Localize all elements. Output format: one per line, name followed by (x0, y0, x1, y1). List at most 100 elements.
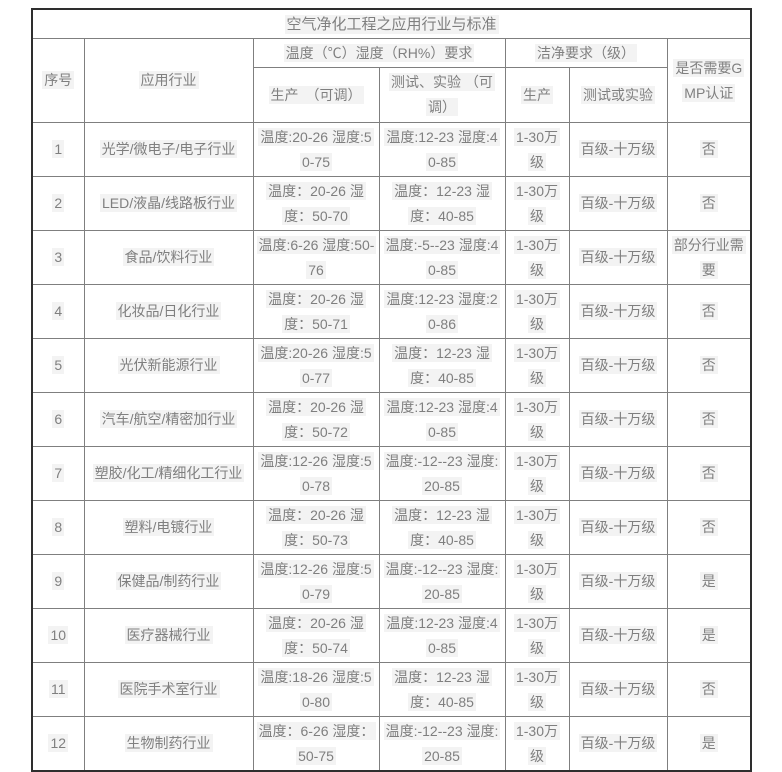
gmp-cell: 否 (666, 662, 752, 717)
serial-cell: 1 (31, 122, 85, 177)
production-cleanliness-cell: 1-30万级 (504, 608, 570, 663)
industry-cell: 塑料/电镀行业 (83, 500, 254, 555)
gmp-cell: 是 (666, 554, 752, 609)
serial-cell: 12 (31, 716, 85, 772)
table-row: 11 医院手术室行业 温度:18-26 湿度:50-80 温度：12-23 湿度… (31, 662, 752, 717)
header-production-adjustable: 生产 （可调） (252, 67, 380, 123)
gmp-cell: 是 (666, 608, 752, 663)
header-test-adjustable: 测试、实验 （可调） (378, 67, 506, 123)
industry-cell: 保健品/制药行业 (83, 554, 254, 609)
table-row: 12 生物制药行业 温度：6-26 湿度：50-75 温度:-12--23 湿度… (31, 716, 752, 772)
production-temp-humidity-cell: 温度:12-26 湿度:50-78 (252, 446, 380, 501)
production-temp-humidity-cell: 温度:12-26 湿度:50-79 (252, 554, 380, 609)
production-temp-humidity-cell: 温度:18-26 湿度:50-80 (252, 662, 380, 717)
gmp-cell: 是 (666, 716, 752, 772)
test-temp-humidity-cell: 温度:-12--23 湿度:20-85 (378, 716, 506, 772)
serial-cell: 6 (31, 392, 85, 447)
header-production: 生产 (504, 67, 570, 123)
production-cleanliness-cell: 1-30万级 (504, 122, 570, 177)
test-cleanliness-cell: 百级-十万级 (568, 662, 668, 717)
table-row: 10 医疗器械行业 温度：20-26 湿度：50-74 温度:12-23 湿度:… (31, 608, 752, 663)
table-row: 7 塑胶/化工/精细化工行业 温度:12-26 湿度:50-78 温度:-12-… (31, 446, 752, 501)
production-cleanliness-cell: 1-30万级 (504, 500, 570, 555)
table-row: 9 保健品/制药行业 温度:12-26 湿度:50-79 温度:-12--23 … (31, 554, 752, 609)
industry-cell: 光伏新能源行业 (83, 338, 254, 393)
industry-cell: 化妆品/日化行业 (83, 284, 254, 339)
test-temp-humidity-cell: 温度:-5--23 湿度:40-85 (378, 230, 506, 285)
test-temp-humidity-cell: 温度:12-23 湿度:40-85 (378, 392, 506, 447)
test-cleanliness-cell: 百级-十万级 (568, 338, 668, 393)
industry-cell: 塑胶/化工/精细化工行业 (83, 446, 254, 501)
test-cleanliness-cell: 百级-十万级 (568, 554, 668, 609)
table-row: 3 食品/饮料行业 温度:6-26 湿度:50-76 温度:-5--23 湿度:… (31, 230, 752, 285)
serial-cell: 7 (31, 446, 85, 501)
production-cleanliness-cell: 1-30万级 (504, 230, 570, 285)
industry-cell: 汽车/航空/精密加行业 (83, 392, 254, 447)
test-cleanliness-cell: 百级-十万级 (568, 446, 668, 501)
header-row-2: 生产 （可调） 测试、实验 （可调） 生产 测试或实验 (32, 67, 751, 123)
gmp-cell: 否 (666, 338, 752, 393)
table-row: 6 汽车/航空/精密加行业 温度：20-26 湿度：50-72 温度:12-23… (31, 392, 752, 447)
test-temp-humidity-cell: 温度:12-23 湿度:40-85 (378, 608, 506, 663)
header-gmp: 是否需要GMP认证 (666, 38, 752, 123)
production-temp-humidity-cell: 温度:20-26 湿度:50-77 (252, 338, 380, 393)
industry-cell: 医疗器械行业 (83, 608, 254, 663)
test-cleanliness-cell: 百级-十万级 (568, 176, 668, 231)
table-title-row: 空气净化工程之应用行业与标准 (31, 8, 752, 39)
serial-cell: 2 (31, 176, 85, 231)
production-temp-humidity-cell: 温度：20-26 湿度：50-72 (252, 392, 380, 447)
gmp-cell: 否 (666, 392, 752, 447)
production-cleanliness-cell: 1-30万级 (504, 662, 570, 717)
production-cleanliness-cell: 1-30万级 (504, 446, 570, 501)
production-temp-humidity-cell: 温度：6-26 湿度：50-75 (252, 716, 380, 772)
gmp-cell: 否 (666, 500, 752, 555)
production-temp-humidity-cell: 温度：20-26 湿度：50-73 (252, 500, 380, 555)
serial-cell: 11 (31, 662, 85, 717)
table-row: 5 光伏新能源行业 温度:20-26 湿度:50-77 温度：12-23 湿度：… (31, 338, 752, 393)
industry-cell: 光学/微电子/电子行业 (83, 122, 254, 177)
test-cleanliness-cell: 百级-十万级 (568, 716, 668, 772)
industry-cell: 食品/饮料行业 (83, 230, 254, 285)
gmp-cell: 否 (666, 176, 752, 231)
production-cleanliness-cell: 1-30万级 (504, 392, 570, 447)
test-temp-humidity-cell: 温度:-12--23 湿度:20-85 (378, 446, 506, 501)
test-temp-humidity-cell: 温度：12-23 湿度：40-85 (378, 662, 506, 717)
production-temp-humidity-cell: 温度：20-26 湿度：50-71 (252, 284, 380, 339)
table-row: 8 塑料/电镀行业 温度：20-26 湿度：50-73 温度：12-23 湿度：… (31, 500, 752, 555)
test-cleanliness-cell: 百级-十万级 (568, 608, 668, 663)
header-temp-humidity-group: 温度（℃）湿度（RH%）要求 (252, 38, 506, 68)
gmp-cell: 否 (666, 284, 752, 339)
test-cleanliness-cell: 百级-十万级 (568, 284, 668, 339)
production-temp-humidity-cell: 温度：20-26 湿度：50-70 (252, 176, 380, 231)
table-row: 2 LED/液晶/线路板行业 温度：20-26 湿度：50-70 温度：12-2… (31, 176, 752, 231)
header-test-or-experiment: 测试或实验 (568, 67, 668, 123)
gmp-cell: 否 (666, 122, 752, 177)
serial-cell: 4 (31, 284, 85, 339)
header-industry: 应用行业 (83, 38, 254, 123)
production-cleanliness-cell: 1-30万级 (504, 284, 570, 339)
test-cleanliness-cell: 百级-十万级 (568, 500, 668, 555)
header-serial: 序号 (31, 38, 85, 123)
gmp-cell: 部分行业需要 (666, 230, 752, 285)
test-cleanliness-cell: 百级-十万级 (568, 230, 668, 285)
industry-cell: LED/液晶/线路板行业 (83, 176, 254, 231)
serial-cell: 9 (31, 554, 85, 609)
table-title: 空气净化工程之应用行业与标准 (31, 8, 752, 39)
air-purification-standards-table: 空气净化工程之应用行业与标准 序号 应用行业 温度（℃）湿度（RH%）要求 洁净… (31, 8, 753, 772)
test-temp-humidity-cell: 温度：12-23 湿度：40-85 (378, 338, 506, 393)
test-temp-humidity-cell: 温度：12-23 湿度：40-85 (378, 500, 506, 555)
serial-cell: 10 (31, 608, 85, 663)
header-cleanliness-group: 洁净要求（级） (504, 38, 668, 68)
serial-cell: 8 (31, 500, 85, 555)
serial-cell: 5 (31, 338, 85, 393)
production-cleanliness-cell: 1-30万级 (504, 716, 570, 772)
production-cleanliness-cell: 1-30万级 (504, 554, 570, 609)
production-temp-humidity-cell: 温度：20-26 湿度：50-74 (252, 608, 380, 663)
test-temp-humidity-cell: 温度：12-23 湿度：40-85 (378, 176, 506, 231)
production-temp-humidity-cell: 温度:20-26 湿度:50-75 (252, 122, 380, 177)
test-cleanliness-cell: 百级-十万级 (568, 392, 668, 447)
test-temp-humidity-cell: 温度:12-23 湿度:20-86 (378, 284, 506, 339)
serial-cell: 3 (31, 230, 85, 285)
gmp-cell: 否 (666, 446, 752, 501)
